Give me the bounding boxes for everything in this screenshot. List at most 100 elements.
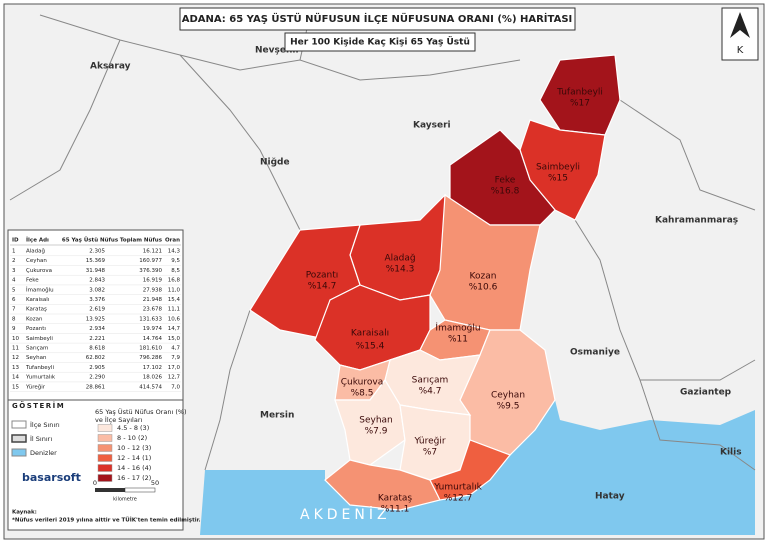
class-swatch bbox=[97, 444, 113, 452]
table-cell: Kozan bbox=[26, 316, 43, 322]
table-cell: 8,5 bbox=[171, 268, 180, 274]
table-cell: Seyhan bbox=[26, 355, 47, 361]
region-label: Aksaray bbox=[90, 62, 131, 72]
table-cell: 9 bbox=[12, 326, 16, 332]
table-cell: 2.305 bbox=[89, 249, 105, 255]
class-legend: 4.5 - 8 (3) 8 - 10 (2) 10 - 12 (3) 12 - 14 … bbox=[97, 424, 151, 482]
table-cell: 17.102 bbox=[143, 365, 162, 371]
table-cell: 7,9 bbox=[171, 355, 180, 361]
table-cell: 414.574 bbox=[139, 384, 162, 390]
district-value: %16.8 bbox=[491, 187, 520, 197]
table-cell: 2.843 bbox=[89, 278, 105, 284]
table-cell: Çukurova bbox=[26, 268, 52, 274]
class-swatch bbox=[97, 424, 113, 432]
class-swatch bbox=[97, 464, 113, 472]
scale-unit: kilometre bbox=[113, 497, 137, 503]
table-cell: 8 bbox=[12, 316, 16, 322]
region-label: Kayseri bbox=[413, 121, 451, 131]
table-header: Toplam Nüfus bbox=[120, 238, 163, 244]
table-cell: 21.948 bbox=[143, 297, 163, 303]
info-panel bbox=[7, 229, 184, 531]
district-value: %4.7 bbox=[419, 387, 442, 397]
table-header: Oran bbox=[165, 238, 180, 244]
district-name: Yüreğir bbox=[413, 437, 445, 447]
source-note: *Nüfus verileri 2019 yılına aittir ve TÜ… bbox=[12, 517, 201, 524]
district-name: Çukurova bbox=[341, 378, 383, 388]
region-label: Mersin bbox=[260, 411, 294, 421]
subtitle-box bbox=[284, 32, 476, 52]
district-name: Karaisalı bbox=[351, 329, 389, 339]
table-cell: 2.905 bbox=[89, 365, 105, 371]
district-value: %17 bbox=[570, 99, 590, 109]
table-cell: Yüreğir bbox=[25, 383, 46, 390]
table-cell: 12 bbox=[12, 355, 19, 361]
sea-label: AKDENİZ bbox=[300, 505, 391, 523]
legend-title: GÖSTERİM bbox=[12, 401, 65, 410]
title: ADANA: 65 YAŞ ÜSTÜ NÜFUSUN İLÇE NÜFUSUNA… bbox=[182, 11, 573, 25]
table-cell: 11,0 bbox=[168, 287, 181, 293]
table-cell: 9,5 bbox=[171, 258, 180, 264]
region-label: Niğde bbox=[260, 158, 290, 168]
table-cell: 23.678 bbox=[143, 307, 163, 313]
table-cell: 4,7 bbox=[171, 346, 180, 352]
district-name: Sarıçam bbox=[412, 376, 449, 386]
table-cell: 14.764 bbox=[143, 336, 163, 342]
class-label: 4.5 - 8 (3) bbox=[117, 424, 149, 432]
district-name: Kozan bbox=[470, 272, 497, 282]
legend-swatch bbox=[11, 448, 27, 457]
table-cell: 17,0 bbox=[168, 365, 181, 371]
table-cell: 2.619 bbox=[89, 307, 105, 313]
table-cell: 31.948 bbox=[86, 268, 106, 274]
district-name: Aladağ bbox=[384, 254, 415, 264]
class-title: ve İlçe Sayıları bbox=[95, 415, 142, 424]
legend-item: Denizler bbox=[30, 449, 57, 457]
table-cell: 19.974 bbox=[143, 326, 163, 332]
district-name: Karataş bbox=[378, 494, 413, 504]
district-value: %8.5 bbox=[351, 389, 374, 399]
table-cell: 11,1 bbox=[168, 307, 180, 313]
table: ID İlçe Adı 65 Yaş Üstü Nüfus Toplam Nüfus O… bbox=[10, 237, 181, 392]
table-cell: 3.082 bbox=[89, 287, 105, 293]
region-label: Gaziantep bbox=[680, 388, 732, 398]
district-value: %7 bbox=[423, 448, 437, 458]
class-label: 8 - 10 (2) bbox=[117, 434, 147, 442]
class-swatch bbox=[97, 434, 113, 442]
table-cell: 16,8 bbox=[168, 278, 181, 284]
source-title: Kaynak: bbox=[12, 510, 37, 516]
title-box bbox=[179, 7, 576, 31]
district-value: %11.1 bbox=[381, 505, 410, 515]
region-label: Hatay bbox=[595, 492, 625, 502]
region-label: Osmaniye bbox=[570, 348, 620, 358]
table-cell: 27.938 bbox=[143, 287, 163, 293]
table-cell: 1 bbox=[12, 249, 16, 255]
district-name: Tufanbeyli bbox=[556, 88, 603, 98]
district-value: %15 bbox=[548, 174, 568, 184]
district-name: Seyhan bbox=[359, 416, 393, 426]
district-value: %9.5 bbox=[497, 402, 520, 412]
table-cell: Karataş bbox=[26, 307, 47, 313]
district-value: %15.4 bbox=[356, 342, 385, 352]
district-value: %12.7 bbox=[444, 494, 473, 504]
district-name: İmamoğlu bbox=[435, 323, 480, 334]
district-name: Saimbeyli bbox=[536, 163, 580, 173]
table-cell: 15,4 bbox=[168, 297, 181, 303]
scale-tick: 50 bbox=[151, 479, 159, 487]
table-header: 65 Yaş Üstü Nüfus bbox=[62, 237, 119, 244]
district-name: Yumurtalık bbox=[433, 483, 482, 493]
table-cell: 160.977 bbox=[139, 258, 162, 264]
table-cell: Yumurtalık bbox=[25, 375, 56, 381]
table-cell: 14,7 bbox=[168, 326, 181, 332]
table-header: ID bbox=[12, 238, 19, 244]
table-cell: Pozantı bbox=[26, 326, 46, 332]
province-borders bbox=[9, 14, 756, 471]
table-cell: 11 bbox=[12, 346, 19, 352]
table-cell: 7,0 bbox=[171, 384, 180, 390]
district-name: Feke bbox=[495, 176, 516, 186]
table-cell: 14 bbox=[12, 375, 19, 381]
subtitle: Her 100 Kişide Kaç Kişi 65 Yaş Üstü bbox=[290, 37, 470, 48]
table-cell: 16.121 bbox=[143, 249, 162, 255]
table-cell: Sarıçam bbox=[26, 346, 48, 352]
class-swatch bbox=[97, 454, 113, 462]
table-cell: 28.861 bbox=[86, 384, 105, 390]
scale-tick: 0 bbox=[93, 479, 97, 487]
